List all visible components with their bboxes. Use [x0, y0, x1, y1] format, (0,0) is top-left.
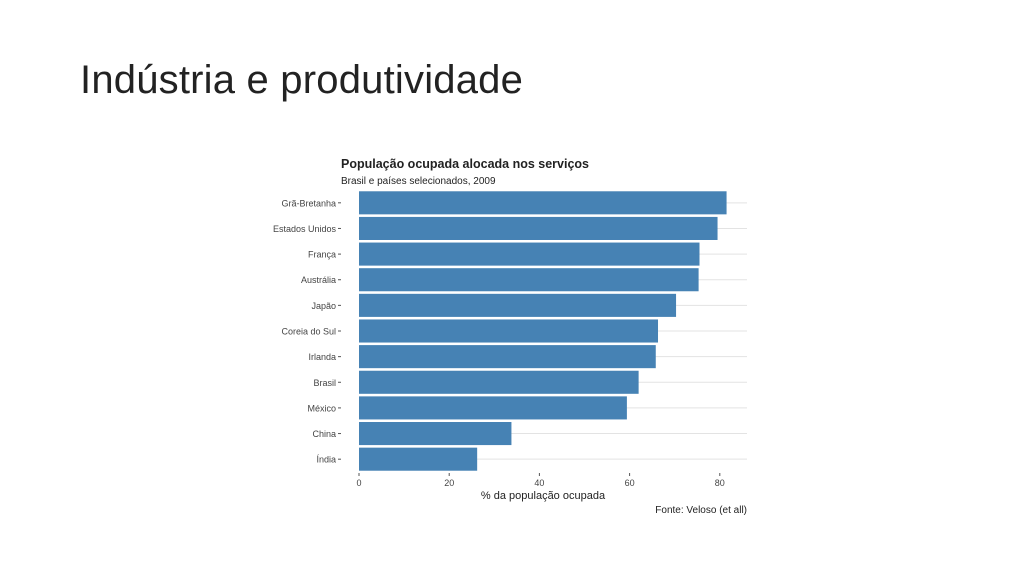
y-tick-label: Brasil [313, 378, 336, 388]
y-tick-label: Estados Unidos [273, 224, 337, 234]
bar-6 [359, 319, 659, 343]
x-axis-label: % da população ocupada [481, 490, 606, 502]
y-tick-label: França [308, 250, 336, 260]
y-tick-label: Coreia do Sul [281, 327, 336, 337]
x-tick-labels: 0 20 40 60 80 [356, 473, 725, 488]
y-tick-label: México [307, 403, 336, 413]
x-tick-label: 20 [444, 478, 454, 488]
y-tick-label: Japão [311, 301, 336, 311]
bar-5 [359, 293, 677, 317]
slide-title: Indústria e produtividade [80, 58, 524, 102]
bar-7 [359, 345, 656, 369]
x-tick-label: 60 [625, 478, 635, 488]
bar-11 [359, 447, 478, 471]
source-note: Fonte: Veloso (et all) [655, 505, 747, 516]
x-tick-label: 0 [356, 478, 361, 488]
y-tick-label: Irlanda [308, 352, 336, 362]
y-tick-label: Índia [316, 455, 336, 465]
bar-1 [359, 191, 727, 215]
chart-title: População ocupada alocada nos serviços [341, 157, 589, 171]
x-tick-label: 80 [715, 478, 725, 488]
bar-10 [359, 422, 512, 446]
y-tick-label: Grã-Bretanha [281, 198, 336, 208]
bar-8 [359, 370, 639, 394]
bar-3 [359, 242, 700, 266]
bar-9 [359, 396, 627, 420]
y-tick-label: China [312, 429, 336, 439]
bar-2 [359, 216, 718, 240]
x-tick-label: 40 [534, 478, 544, 488]
y-tick-label: Austrália [301, 275, 336, 285]
bar-4 [359, 268, 699, 292]
y-tick-labels: Grã-Bretanha Estados Unidos França Austráli… [273, 198, 341, 465]
chart-subtitle: Brasil e países selecionados, 2009 [341, 176, 496, 187]
bars [359, 191, 727, 471]
